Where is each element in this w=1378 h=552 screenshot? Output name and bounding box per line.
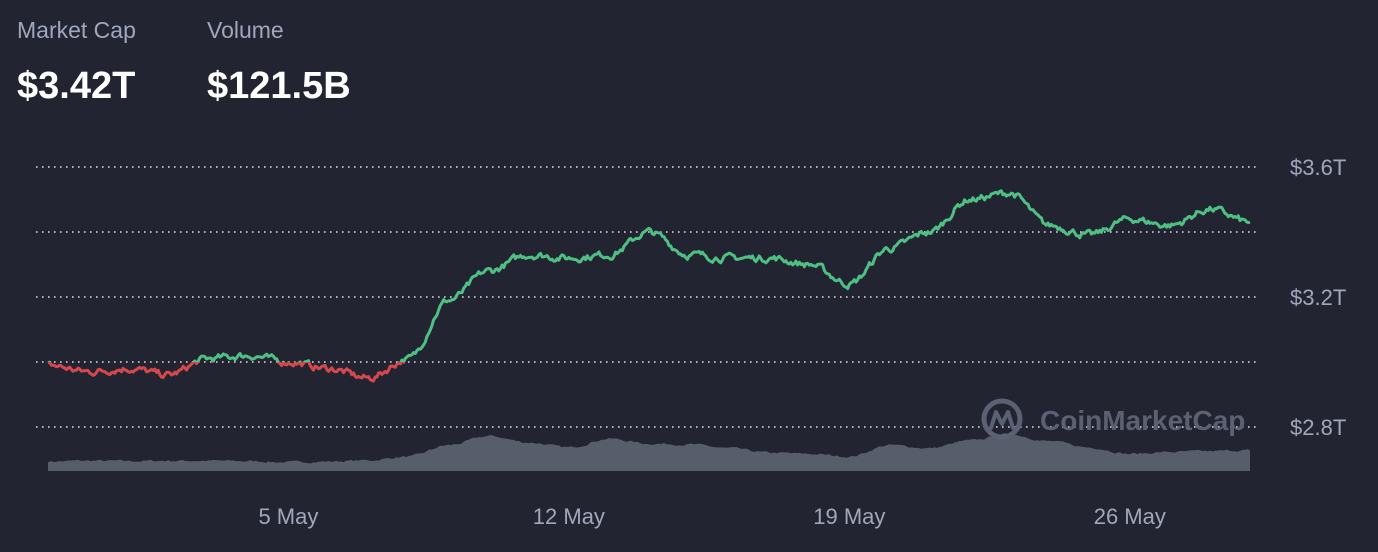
market-cap-label: Market Cap — [17, 17, 136, 43]
volume-area-group — [48, 433, 1250, 471]
price-line-group — [47, 189, 1251, 383]
price-line-below-baseline — [47, 362, 406, 383]
x-tick-label: 5 May — [258, 504, 318, 529]
x-tick-label: 26 May — [1094, 504, 1166, 529]
x-tick-label: 12 May — [533, 504, 605, 529]
price-line-above-baseline — [47, 189, 1251, 362]
volume-stat: Volume $121.5B — [207, 16, 351, 108]
market-cap-stat: Market Cap $3.42T — [17, 16, 136, 108]
y-tick-label: $2.8T — [1290, 415, 1346, 440]
x-axis: 5 May 12 May 19 May 26 May — [258, 504, 1165, 529]
volume-area — [48, 433, 1250, 471]
volume-value: $121.5B — [207, 65, 351, 107]
grid-lines — [36, 166, 1256, 428]
y-tick-label: $3.2T — [1290, 285, 1346, 310]
y-tick-label: $3.6T — [1290, 155, 1346, 180]
coinmarketcap-logo-icon — [981, 398, 1023, 440]
watermark: CoinMarketCap — [981, 398, 1245, 440]
watermark-text: CoinMarketCap — [1040, 405, 1245, 436]
volume-label: Volume — [207, 17, 284, 43]
y-axis: $3.6T $3.2T $2.8T — [1290, 155, 1346, 440]
x-tick-label: 19 May — [813, 504, 885, 529]
market-cap-value: $3.42T — [17, 65, 136, 107]
